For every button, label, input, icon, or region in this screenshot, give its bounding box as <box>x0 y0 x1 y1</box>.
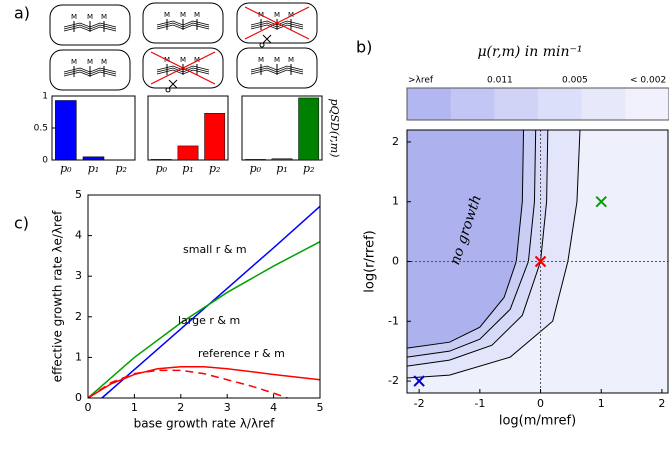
bar <box>205 113 225 160</box>
x-tick-label: p₂ <box>209 162 220 175</box>
cell-diagram: MMM <box>237 3 317 47</box>
methyl-label: M <box>71 58 77 66</box>
methyl-label: M <box>194 11 200 19</box>
bar <box>83 157 104 160</box>
y-tick-label: 1 <box>42 92 48 102</box>
bar <box>299 98 319 160</box>
methyl-label: M <box>87 13 93 21</box>
colorbar-title: μ(r,m) in min⁻¹ <box>477 44 582 60</box>
y-tick-label: -1 <box>388 314 399 327</box>
x-tick-label: p₂ <box>303 162 314 175</box>
cell-diagram: MMM <box>143 48 223 92</box>
methyl-label: M <box>288 56 294 64</box>
x-tick-label: p₀ <box>60 162 72 175</box>
scissors <box>260 43 264 47</box>
x-tick-label: p₁ <box>276 162 287 175</box>
x-tick-label: -1 <box>474 397 485 410</box>
x-tick-label: 0 <box>537 397 544 410</box>
methyl-label: M <box>101 13 107 21</box>
colorbar-cell <box>538 88 582 120</box>
colorbar-cell <box>407 88 451 120</box>
methyl-label: M <box>87 58 93 66</box>
x-tick-label: p₀ <box>250 162 262 175</box>
figure: a)b)c)MMMMMMMMMMMMMMMMMMp₀p₁p₂00.51p₀p₁p… <box>0 0 669 473</box>
panel-label: a) <box>14 4 30 23</box>
colorbar-cell <box>582 88 626 120</box>
x-tick-label: 2 <box>658 397 665 410</box>
scissors <box>166 88 170 92</box>
bar <box>245 159 265 160</box>
bar <box>178 146 198 160</box>
x-axis-label: base growth rate λ/λref <box>134 417 275 431</box>
methyl-label: M <box>164 11 170 19</box>
colorbar-label: < 0.002 <box>630 76 666 86</box>
x-tick-label: 1 <box>131 401 138 414</box>
x-tick-label: 1 <box>598 397 605 410</box>
methyl-label: M <box>258 56 264 64</box>
colorbar-label: 0.005 <box>562 76 588 86</box>
methyl-label: M <box>180 56 186 64</box>
y-axis-label: log(r/rref) <box>363 230 378 292</box>
annotation: reference r & m <box>198 347 285 360</box>
methyl-label: M <box>101 58 107 66</box>
contour-area <box>407 130 668 393</box>
methyl-label: M <box>71 13 77 21</box>
annotation: large r & m <box>178 314 240 327</box>
x-tick-label: 5 <box>317 401 324 414</box>
y-tick-label: 1 <box>75 350 82 363</box>
y-tick-label: 0 <box>392 255 399 268</box>
bar <box>151 159 171 160</box>
methyl-label: M <box>180 11 186 19</box>
colorbar-cell <box>625 88 669 120</box>
annotation: small r & m <box>183 243 247 256</box>
x-axis-label: log(m/mref) <box>499 414 576 429</box>
panel-label: b) <box>356 38 372 57</box>
methyl-label: M <box>274 11 280 19</box>
y-tick-label: 1 <box>392 195 399 208</box>
cell-diagram: MMM <box>143 3 223 43</box>
y-axis-label: pQSD(r,m) <box>328 99 341 158</box>
colorbar-cell <box>451 88 495 120</box>
x-tick-label: 4 <box>270 401 277 414</box>
x-tick-label: 0 <box>85 401 92 414</box>
x-tick-label: 3 <box>224 401 231 414</box>
line-series <box>102 206 320 398</box>
bar <box>55 100 76 160</box>
y-tick-label: 2 <box>392 135 399 148</box>
y-tick-label: 3 <box>75 269 82 282</box>
y-tick-label: 0 <box>75 391 82 404</box>
x-tick-label: p₁ <box>88 162 99 175</box>
x-tick-label: p₀ <box>156 162 168 175</box>
y-tick-label: 4 <box>75 229 82 242</box>
x-tick-label: -2 <box>414 397 425 410</box>
x-tick-label: p₁ <box>182 162 193 175</box>
y-axis-label: effective growth rate λe/λref <box>51 210 65 382</box>
x-tick-label: 2 <box>177 401 184 414</box>
y-tick-label: 0 <box>42 156 48 166</box>
colorbar-label: 0.011 <box>487 76 513 86</box>
line-series <box>88 367 320 398</box>
panel-label: c) <box>14 214 29 233</box>
y-tick-label: 5 <box>75 188 82 201</box>
colorbar-label: >λref <box>408 76 434 86</box>
y-tick-label: 0.5 <box>34 124 48 134</box>
y-tick-label: 2 <box>75 310 82 323</box>
bar <box>272 159 292 160</box>
x-tick-label: p₂ <box>115 162 126 175</box>
methyl-label: M <box>274 56 280 64</box>
colorbar-cell <box>494 88 538 120</box>
y-tick-label: -2 <box>388 374 399 387</box>
